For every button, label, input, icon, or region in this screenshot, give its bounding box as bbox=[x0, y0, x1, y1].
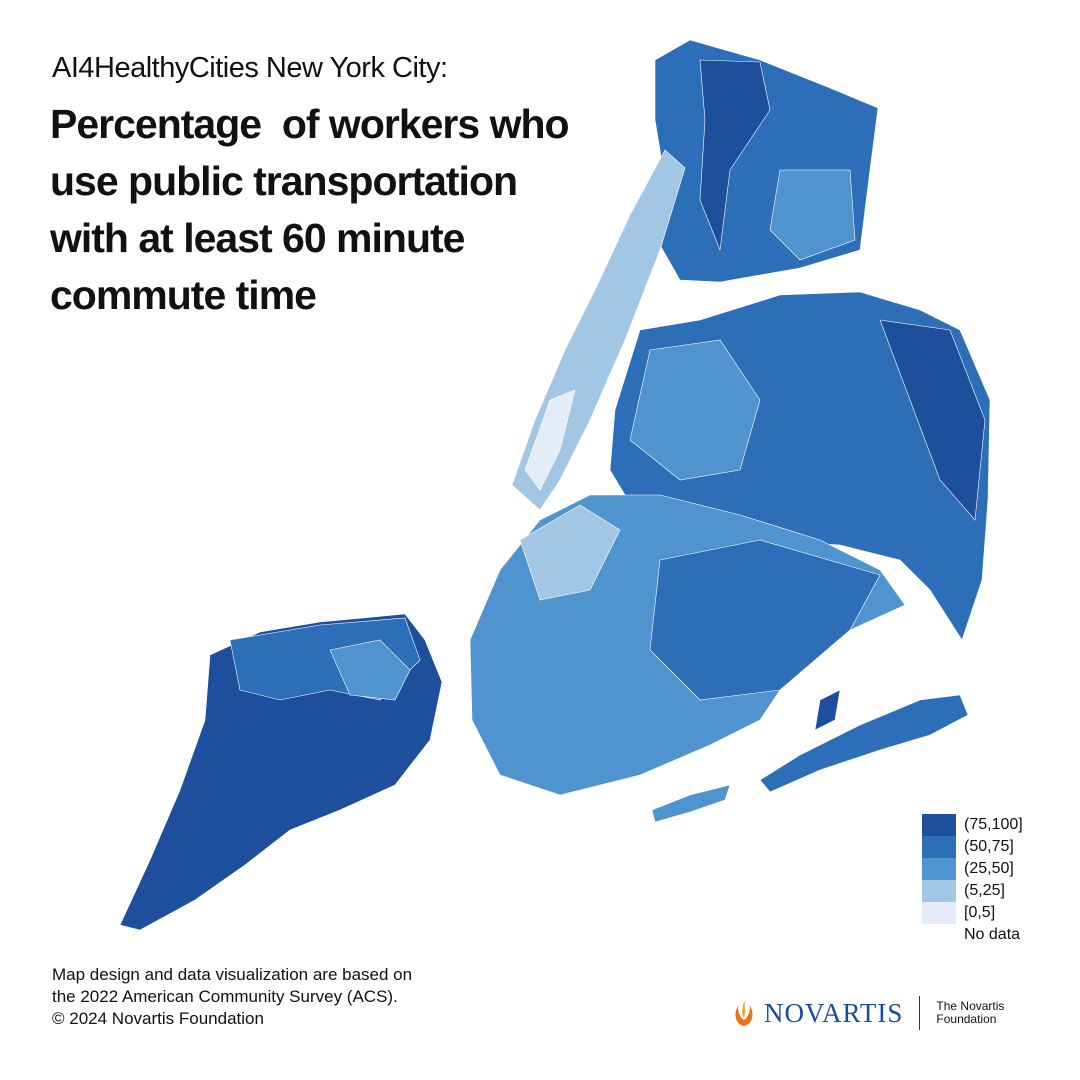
bronx bbox=[654, 39, 879, 283]
source-line: © 2024 Novartis Foundation bbox=[52, 1009, 264, 1028]
source: Map design and data visualization are ba… bbox=[52, 964, 412, 1030]
legend-item: [0,5] bbox=[922, 902, 1023, 924]
map-area bbox=[519, 504, 621, 601]
brand: NOVARTIS bbox=[764, 997, 904, 1028]
foundation-line: The Novartis bbox=[936, 999, 1005, 1013]
map-area bbox=[814, 689, 841, 731]
legend-label: (75,100] bbox=[964, 816, 1023, 833]
legend-swatch bbox=[922, 814, 956, 836]
title: Percentage of workers who use public tran… bbox=[50, 96, 570, 324]
legend-label: (5,25] bbox=[964, 882, 1005, 899]
legend-label: (50,75] bbox=[964, 838, 1014, 855]
legend-item: (5,25] bbox=[922, 880, 1023, 902]
map-area bbox=[524, 389, 576, 491]
legend-swatch bbox=[922, 880, 956, 902]
logo-mark bbox=[735, 1000, 753, 1026]
legend-label: (25,50] bbox=[964, 860, 1014, 877]
legend-swatch bbox=[922, 836, 956, 858]
legend-label: [0,5] bbox=[964, 904, 996, 921]
map-area bbox=[651, 784, 731, 823]
legend-swatch bbox=[922, 902, 956, 924]
separator bbox=[919, 996, 921, 1030]
map-area bbox=[699, 59, 771, 251]
legend-item: (50,75] bbox=[922, 836, 1023, 858]
title-line: Percentage of workers who bbox=[50, 101, 570, 147]
map-area bbox=[629, 339, 761, 481]
map-area bbox=[329, 639, 411, 701]
logo: NOVARTIS The Novartis Foundation bbox=[732, 996, 1004, 1030]
rockaway bbox=[759, 694, 969, 793]
title-line: commute time bbox=[50, 272, 317, 318]
map-area bbox=[649, 539, 881, 701]
legend-label: No data bbox=[964, 926, 1021, 943]
legend: (75,100] (50,75] (25,50] (5,25] [0,5] No data bbox=[922, 814, 1023, 946]
legend-item: No data bbox=[922, 924, 1023, 946]
legend-item: (75,100] bbox=[922, 814, 1023, 836]
foundation-name: The Novartis Foundation bbox=[936, 1000, 1004, 1026]
legend-swatch bbox=[922, 924, 956, 946]
title-line: use public transportation bbox=[50, 158, 518, 204]
foundation-line: Foundation bbox=[936, 1012, 997, 1026]
title-line: with at least 60 minute bbox=[50, 215, 465, 261]
legend-swatch bbox=[922, 858, 956, 880]
kicker: AI4HealthyCities New York City: bbox=[52, 52, 448, 84]
source-line: the 2022 American Community Survey (ACS)… bbox=[52, 987, 398, 1006]
source-line: Map design and data visualization are ba… bbox=[52, 965, 413, 984]
map-area bbox=[769, 169, 856, 261]
legend-item: (25,50] bbox=[922, 858, 1023, 880]
map-area bbox=[879, 319, 986, 521]
